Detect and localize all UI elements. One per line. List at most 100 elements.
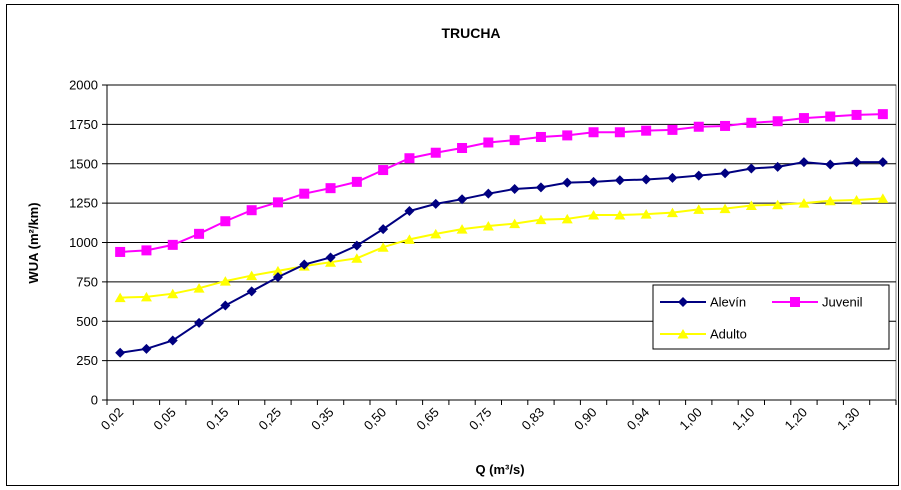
x-tick-label: 0,75 (466, 405, 495, 434)
data-point-alevin (641, 174, 652, 185)
data-point-adulto (535, 214, 547, 225)
x-tick-label: 1,00 (676, 405, 705, 434)
data-point-juvenil (772, 116, 783, 127)
data-point-juvenil (535, 131, 546, 142)
x-tick-label: 1,10 (729, 405, 758, 434)
data-point-juvenil (351, 176, 362, 187)
data-point-adulto (745, 200, 757, 210)
data-point-adulto (719, 203, 731, 214)
x-tick-label: 0,50 (361, 405, 390, 434)
data-point-adulto (193, 283, 205, 293)
data-point-alevin (430, 198, 441, 209)
data-point-alevin (141, 343, 152, 354)
data-point-adulto (430, 228, 442, 239)
data-point-alevin (693, 170, 704, 181)
data-point-adulto (114, 292, 126, 303)
data-point-juvenil (877, 109, 888, 120)
legend-box (652, 284, 890, 350)
x-tick-label: 0,05 (150, 405, 179, 434)
data-point-juvenil (141, 245, 152, 256)
data-point-juvenil (798, 113, 809, 124)
data-point-juvenil (641, 125, 652, 136)
data-point-alevin (535, 182, 546, 193)
data-point-alevin (115, 347, 126, 358)
data-point-juvenil (220, 216, 231, 227)
series-alevin (115, 157, 888, 358)
data-point-alevin (299, 259, 310, 270)
data-point-alevin (351, 240, 362, 251)
data-point-adulto (666, 207, 678, 218)
data-point-adulto (851, 194, 863, 205)
data-point-alevin (483, 188, 494, 199)
data-point-juvenil (562, 130, 573, 141)
data-point-adulto (877, 193, 889, 203)
series-line-adulto (120, 197, 883, 299)
data-point-alevin (378, 224, 389, 235)
data-point-adulto (351, 253, 363, 263)
data-point-juvenil (194, 228, 205, 239)
y-tick-label: 1500 (69, 156, 98, 171)
legend: Alevín Juvenil Adulto (652, 284, 890, 350)
data-point-alevin (194, 317, 205, 328)
data-point-juvenil (746, 117, 757, 128)
data-point-alevin (720, 168, 731, 179)
data-point-adulto (456, 224, 468, 234)
data-point-juvenil (115, 246, 126, 257)
data-point-juvenil (851, 109, 862, 120)
gridlines (107, 84, 896, 362)
data-point-juvenil (693, 121, 704, 132)
data-point-juvenil (483, 137, 494, 148)
data-point-adulto (561, 213, 573, 224)
legend-marker-adulto (677, 329, 689, 339)
series-layer (114, 109, 889, 358)
data-point-alevin (798, 157, 809, 168)
y-tick-label: 1000 (69, 235, 98, 250)
x-tick-label: 0,83 (519, 405, 548, 434)
legend-marker-juvenil (790, 297, 800, 307)
data-point-alevin (509, 183, 520, 194)
x-tick-label: 1,20 (782, 405, 811, 434)
data-point-adulto (377, 242, 389, 252)
y-tick-label: 0 (91, 393, 98, 408)
data-point-juvenil (509, 135, 520, 146)
data-point-juvenil (325, 183, 336, 194)
data-point-alevin (562, 177, 573, 188)
data-point-juvenil (299, 188, 310, 199)
data-point-alevin (772, 161, 783, 172)
x-tick-label: 0,15 (203, 405, 232, 434)
data-point-juvenil (404, 153, 415, 164)
x-axis-ticks: 0,02 0,05 0,15 0,25 0,35 0,50 0,65 0,75 0,83 0,90… (98, 400, 897, 434)
data-point-alevin (877, 157, 888, 168)
data-point-alevin (825, 159, 836, 170)
data-point-adulto (588, 209, 600, 220)
legend-marker-alevin (678, 297, 688, 307)
data-point-alevin (404, 206, 415, 216)
data-point-alevin (667, 172, 678, 183)
x-tick-label: 0,02 (98, 405, 127, 434)
x-tick-label: 0,94 (624, 405, 653, 434)
data-point-juvenil (825, 111, 836, 122)
x-tick-label: 0,35 (308, 405, 337, 434)
data-point-juvenil (272, 197, 283, 208)
x-tick-label: 0,65 (413, 405, 442, 434)
data-point-alevin (325, 252, 336, 263)
data-point-juvenil (167, 239, 178, 250)
data-point-adulto (509, 218, 521, 229)
chart-title: TRUCHA (441, 25, 500, 41)
data-point-juvenil (457, 143, 468, 153)
x-tick-label: 1,30 (834, 405, 863, 434)
data-point-juvenil (720, 120, 731, 131)
data-point-adulto (167, 288, 179, 299)
data-point-adulto (614, 209, 626, 220)
x-tick-label: 0,25 (256, 405, 285, 434)
data-point-alevin (167, 335, 178, 346)
y-axis-ticks: 0 250 500 750 1000 1250 1500 1750 2000 (69, 78, 107, 408)
y-tick-label: 1750 (69, 117, 98, 132)
data-point-adulto (219, 276, 231, 286)
data-point-alevin (588, 176, 599, 187)
data-point-alevin (614, 175, 625, 186)
data-point-juvenil (614, 127, 625, 138)
legend-label-juvenil: Juvenil (822, 295, 863, 310)
data-point-adulto (403, 234, 415, 244)
